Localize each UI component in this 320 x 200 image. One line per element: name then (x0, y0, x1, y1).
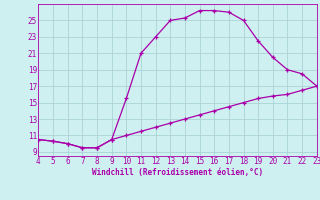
X-axis label: Windchill (Refroidissement éolien,°C): Windchill (Refroidissement éolien,°C) (92, 168, 263, 177)
